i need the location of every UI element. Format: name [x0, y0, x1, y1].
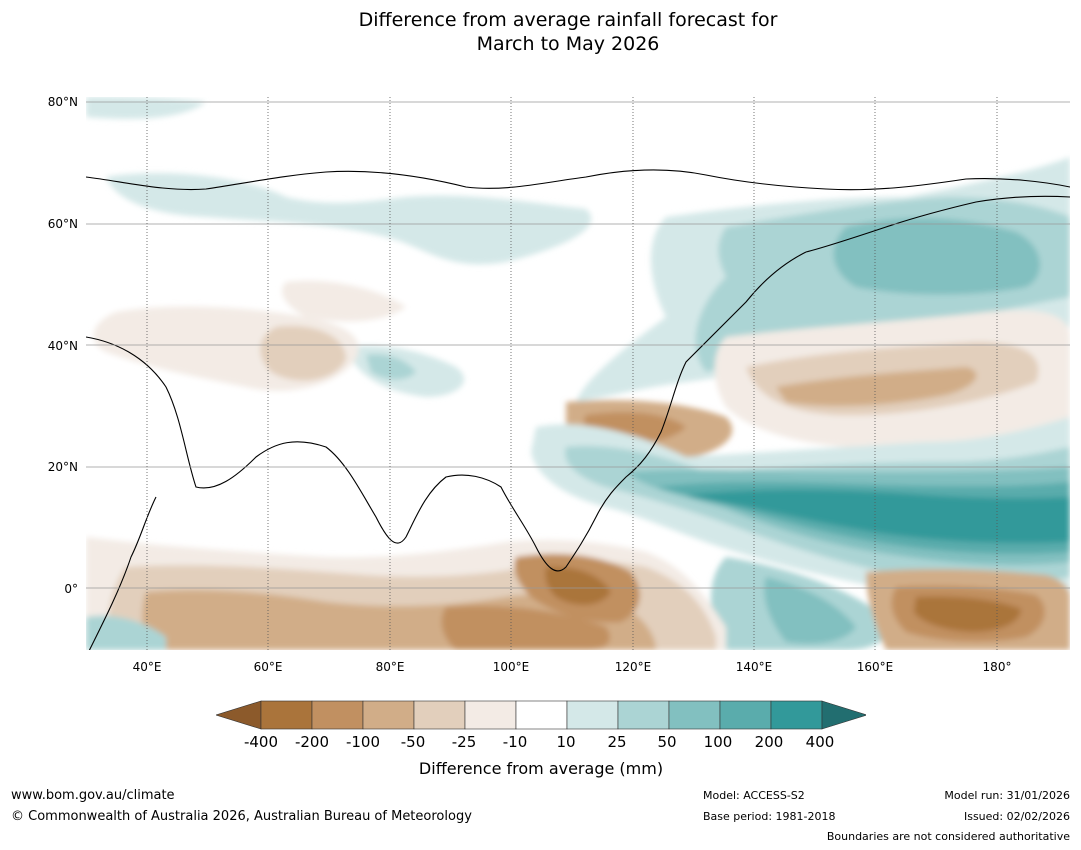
legend-tick-50: 50	[657, 733, 677, 751]
legend-tick-minus-10: -10	[502, 733, 528, 751]
legend-tick-minus-100: -100	[345, 733, 381, 751]
legend-extend-below	[216, 700, 262, 730]
lon-label-160e: 160°E	[856, 660, 894, 674]
legend-tick-minus-50: -50	[400, 733, 426, 751]
latitude-gridlines	[86, 101, 1070, 589]
footer-base-period: Base period: 1981-2018	[703, 810, 836, 823]
footer-issued: Issued: 02/02/2026	[963, 810, 1070, 823]
longitude-gridlines	[146, 97, 998, 650]
legend-bin-6	[566, 700, 619, 730]
legend-bin-4	[464, 700, 517, 730]
lat-label-60n: 60°N	[47, 217, 78, 231]
legend-bin-0	[260, 700, 313, 730]
legend-tick-100: 100	[703, 733, 733, 751]
footer-copyright: © Commonwealth of Australia 2026, Austra…	[11, 809, 472, 824]
lon-label-80e: 80°E	[375, 660, 405, 674]
legend-title: Difference from average (mm)	[418, 759, 664, 778]
lon-label-60e: 60°E	[253, 660, 283, 674]
legend-colorbar	[216, 700, 866, 730]
footer-url[interactable]: www.bom.gov.au/climate	[11, 788, 175, 803]
map-title: Difference from average rainfall forecas…	[0, 8, 1081, 56]
footer-disclaimer: Boundaries are not considered authoritat…	[826, 830, 1070, 843]
legend-bin-1	[311, 700, 364, 730]
coastlines	[86, 169, 1070, 650]
legend-tick-minus-400: -400	[243, 733, 279, 751]
legend-bin-3	[413, 700, 466, 730]
lon-label-140e: 140°E	[735, 660, 773, 674]
legend-bin-10	[770, 700, 823, 730]
footer-model-run: Model run: 31/01/2026	[944, 789, 1070, 802]
lat-label-equator: 0°	[64, 582, 78, 596]
lon-label-120e: 120°E	[614, 660, 652, 674]
legend-tick-minus-25: -25	[451, 733, 477, 751]
legend-bin-7	[617, 700, 670, 730]
lat-label-80n: 80°N	[47, 95, 78, 109]
legend-bin-5	[515, 700, 568, 730]
legend-tick-400: 400	[805, 733, 835, 751]
legend-bin-8	[668, 700, 721, 730]
legend-extend-above	[821, 700, 866, 730]
legend-tick-200: 200	[754, 733, 784, 751]
legend-bin-9	[719, 700, 772, 730]
footer-model: Model: ACCESS-S2	[703, 789, 805, 802]
map-canvas	[86, 97, 1070, 650]
legend-tick-25: 25	[607, 733, 627, 751]
lat-label-40n: 40°N	[47, 339, 78, 353]
map-title-line-1: Difference from average rainfall forecas…	[358, 9, 778, 31]
rainfall-anomaly-field	[86, 97, 1070, 650]
legend-tick-10: 10	[556, 733, 576, 751]
legend-tick-minus-200: -200	[294, 733, 330, 751]
legend-bin-2	[362, 700, 415, 730]
lon-label-40e: 40°E	[132, 660, 162, 674]
map-title-line-2: March to May 2026	[476, 33, 660, 55]
rainfall-difference-map	[86, 97, 1070, 650]
lon-label-180: 180°	[982, 660, 1012, 674]
lon-label-100e: 100°E	[492, 660, 530, 674]
lat-label-20n: 20°N	[47, 460, 78, 474]
